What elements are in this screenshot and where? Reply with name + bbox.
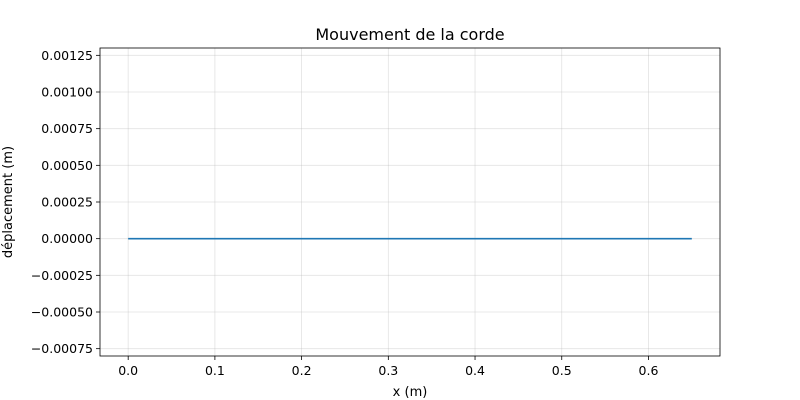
x-tick-label: 0.4 <box>465 363 485 378</box>
x-axis: 0.0 0.1 0.2 0.3 0.4 0.5 0.6 <box>118 356 658 378</box>
y-tick-label: 0.00050 <box>41 158 93 173</box>
y-tick-label: −0.00025 <box>31 268 93 283</box>
y-axis: −0.00075 −0.00050 −0.00025 0.00000 0.00025 0.… <box>31 48 100 356</box>
x-axis-label: x (m) <box>393 385 428 400</box>
y-tick-label: 0.00000 <box>41 231 93 246</box>
y-tick-label: 0.00125 <box>41 48 93 63</box>
x-tick-label: 0.6 <box>639 363 659 378</box>
x-tick-label: 0.2 <box>292 363 312 378</box>
y-tick-label: −0.00075 <box>31 341 93 356</box>
chart-title: Mouvement de la corde <box>315 25 504 44</box>
y-tick-label: 0.00075 <box>41 121 93 136</box>
y-tick-label: 0.00100 <box>41 85 93 100</box>
y-tick-label: −0.00050 <box>31 305 93 320</box>
x-tick-label: 0.5 <box>552 363 572 378</box>
x-tick-label: 0.0 <box>118 363 138 378</box>
y-tick-label: 0.00025 <box>41 195 93 210</box>
y-axis-label: déplacement (m) <box>1 146 16 258</box>
grid <box>100 48 720 356</box>
x-tick-label: 0.1 <box>205 363 225 378</box>
x-tick-label: 0.3 <box>378 363 398 378</box>
